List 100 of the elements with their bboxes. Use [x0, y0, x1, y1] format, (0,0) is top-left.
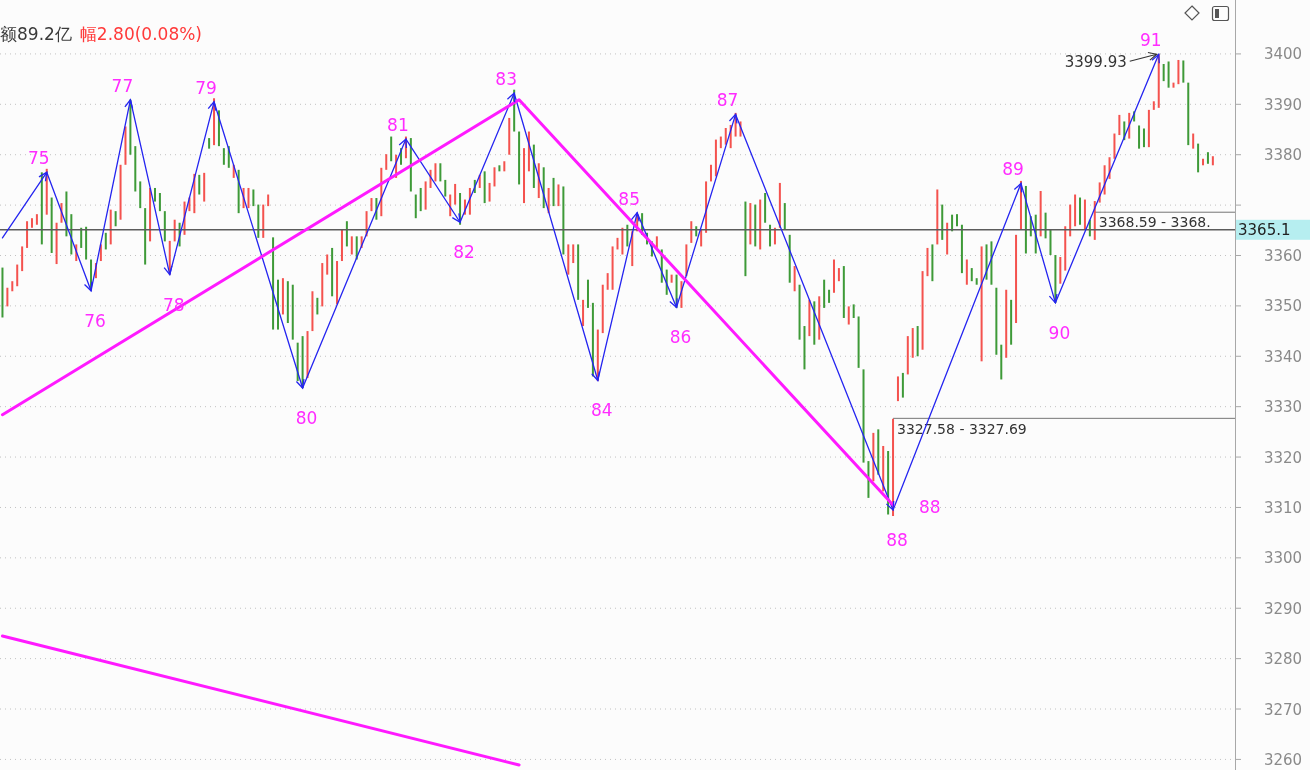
- bar: [783, 203, 786, 230]
- bar: [926, 247, 929, 277]
- bar: [109, 209, 112, 245]
- annotation: 81: [387, 115, 409, 136]
- bar: [370, 198, 373, 212]
- y-tick-label: 3310: [1263, 498, 1303, 517]
- bar: [1167, 61, 1170, 88]
- bar: [1069, 204, 1072, 237]
- bar: [921, 271, 924, 350]
- bar: [1103, 165, 1106, 195]
- bar: [778, 182, 781, 228]
- bar: [577, 244, 580, 300]
- bar: [267, 194, 270, 207]
- annotation: 幅2.80(0.08%): [79, 24, 202, 44]
- bar: [286, 281, 289, 324]
- bar: [764, 193, 767, 223]
- bar: [719, 136, 722, 149]
- bar: [1162, 64, 1165, 82]
- y-tick-label: 3330: [1263, 398, 1303, 417]
- bar: [911, 328, 914, 358]
- bar: [700, 229, 703, 247]
- bar: [1, 267, 4, 318]
- y-tick-label: 3360: [1263, 246, 1303, 265]
- bar: [842, 266, 845, 318]
- bar: [134, 146, 137, 192]
- bar: [21, 246, 24, 272]
- bar: [1142, 128, 1145, 148]
- band-label: 3368.59 - 3368.: [1098, 214, 1211, 231]
- bar: [552, 177, 555, 207]
- bar: [144, 208, 147, 265]
- bar: [291, 284, 294, 340]
- bar: [1202, 158, 1205, 166]
- bar: [936, 189, 939, 245]
- bar: [272, 237, 275, 330]
- annotation: 91: [1139, 30, 1162, 51]
- bar: [1182, 60, 1185, 83]
- bar: [439, 163, 442, 182]
- bar: [788, 234, 791, 283]
- bar: [1197, 143, 1200, 173]
- bar: [1005, 289, 1008, 358]
- bar: [306, 331, 309, 378]
- bar: [872, 432, 875, 482]
- bar: [483, 171, 486, 204]
- bar: [823, 279, 826, 308]
- bar: [493, 167, 496, 187]
- bar: [1010, 299, 1013, 345]
- bar: [754, 204, 757, 247]
- y-tick-label: 3340: [1263, 347, 1303, 366]
- bar: [139, 181, 142, 209]
- bar: [828, 289, 831, 303]
- bar: [985, 244, 988, 280]
- bar: [837, 268, 840, 282]
- annotation: 89: [1002, 159, 1024, 180]
- bar: [114, 211, 117, 227]
- bar: [104, 232, 107, 250]
- annotation: 87: [716, 90, 739, 111]
- bar: [1118, 114, 1121, 136]
- bar: [252, 189, 255, 207]
- annotation: 88: [886, 529, 908, 550]
- bar: [444, 179, 447, 197]
- annotation: 83: [495, 69, 517, 90]
- annotation: 84: [591, 400, 613, 421]
- bar: [50, 197, 53, 253]
- bar: [818, 296, 821, 340]
- bar: [960, 224, 963, 274]
- bar: [1177, 59, 1180, 85]
- bar: [803, 326, 806, 370]
- y-tick-label: 3380: [1263, 146, 1303, 165]
- bar: [424, 181, 427, 210]
- bar: [798, 284, 801, 340]
- annotation: 76: [84, 310, 106, 331]
- bar: [995, 287, 998, 355]
- bar: [1049, 229, 1052, 255]
- bar: [906, 336, 909, 375]
- bar: [877, 429, 880, 475]
- bar: [321, 263, 324, 307]
- bar: [158, 193, 161, 212]
- bar: [454, 183, 457, 205]
- bar: [311, 291, 314, 332]
- bar: [340, 229, 343, 262]
- annotation: 79: [195, 77, 217, 98]
- bar: [35, 214, 38, 225]
- y-tick-label: 3270: [1263, 700, 1303, 719]
- bar: [281, 278, 284, 315]
- bar: [1044, 212, 1047, 239]
- bar: [709, 164, 712, 182]
- bar: [882, 445, 885, 492]
- bar: [1079, 197, 1082, 225]
- data-label: 3399.93: [1064, 53, 1127, 72]
- bar: [793, 266, 796, 292]
- bar: [621, 227, 624, 255]
- bar: [16, 264, 19, 287]
- bar: [547, 187, 550, 214]
- bar: [119, 164, 122, 220]
- ref-line-label: 3365.1: [1238, 221, 1291, 240]
- y-tick-label: 3260: [1263, 750, 1303, 769]
- bar: [916, 326, 919, 357]
- annotation: 75: [27, 148, 50, 169]
- annotation: 77: [111, 75, 134, 96]
- bar: [503, 161, 506, 172]
